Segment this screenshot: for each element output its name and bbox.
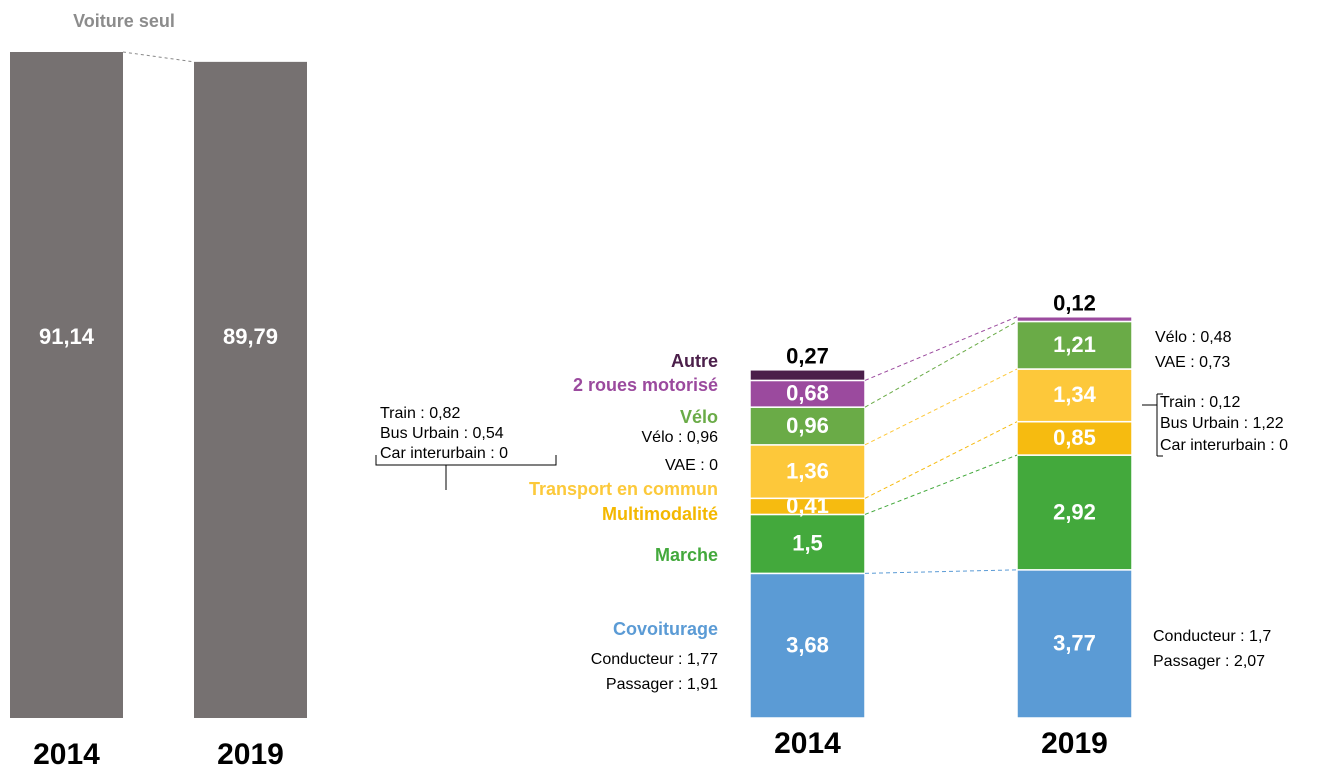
value-label: 2,92	[1053, 499, 1096, 524]
value-label: 0,85	[1053, 425, 1096, 450]
x-tick-label: 2019	[217, 738, 284, 771]
connector	[864, 316, 1018, 381]
value-label: 0,27	[786, 344, 829, 369]
x-tick-label: 2014	[33, 738, 100, 771]
detail-label: Vélo : 0,48	[1155, 329, 1232, 346]
detail-label: Car interurbain : 0	[1160, 437, 1288, 454]
bar-segment	[1016, 368, 1133, 423]
bracket	[375, 455, 557, 490]
detail-label: Bus Urbain : 1,22	[1160, 415, 1284, 432]
legend-label: Vélo	[680, 407, 718, 427]
x-tick-label: 2019	[1041, 727, 1108, 760]
bar-segment	[749, 444, 866, 500]
value-label: 1,5	[792, 531, 823, 556]
connector	[864, 321, 1018, 408]
legend-label: Transport en commun	[529, 479, 718, 499]
bar	[10, 52, 123, 718]
bar-segment	[749, 572, 866, 719]
bar-segment	[1016, 454, 1133, 571]
chart-title: Voiture seul	[73, 11, 175, 31]
bar-segment	[749, 369, 866, 382]
value-label: 3,68	[786, 633, 829, 658]
detail-label: Passager : 1,91	[606, 676, 718, 693]
bar-segment	[1016, 320, 1133, 370]
bar-segment	[1016, 315, 1133, 323]
bar	[194, 61, 307, 718]
bar-segment	[749, 513, 866, 575]
detail-label: VAE : 0,73	[1155, 354, 1230, 371]
connector	[864, 368, 1018, 446]
detail-label: Vélo : 0,96	[642, 429, 719, 446]
bar-segment	[749, 379, 866, 408]
detail-label: VAE : 0	[665, 457, 718, 474]
detail-label: Conducteur : 1,7	[1153, 628, 1271, 645]
value-label: 0,12	[1053, 291, 1096, 316]
bar-segment	[1016, 569, 1133, 719]
connector	[864, 569, 1018, 574]
connector	[122, 51, 195, 63]
detail-label: Passager : 2,07	[1153, 653, 1265, 670]
connector	[864, 454, 1018, 515]
value-label: 1,36	[786, 458, 829, 483]
value-label: 0,68	[786, 381, 829, 406]
detail-label: Conducteur : 1,77	[591, 651, 718, 668]
value-label: 3,77	[1053, 631, 1096, 656]
x-tick-label: 2014	[774, 727, 841, 760]
bracket	[1142, 393, 1163, 457]
value-label: 1,21	[1053, 332, 1096, 357]
bar-segment	[1016, 420, 1133, 456]
connector	[864, 421, 1018, 499]
legend-label: Marche	[655, 545, 718, 565]
detail-label: Bus Urbain : 0,54	[380, 425, 504, 442]
detail-label: Train : 0,82	[380, 405, 460, 422]
value-label: 89,79	[223, 324, 278, 349]
legend-label: Multimodalité	[602, 504, 718, 524]
legend-label: Covoiturage	[613, 619, 718, 639]
detail-label: Car interurbain : 0	[380, 445, 508, 462]
value-label: 1,34	[1053, 382, 1097, 407]
legend-label: Autre	[671, 351, 718, 371]
legend-label: 2 roues motorisé	[573, 375, 718, 395]
detail-label: Train : 0,12	[1160, 394, 1240, 411]
value-label: 91,14	[39, 324, 95, 349]
value-label: 0,96	[786, 413, 829, 438]
